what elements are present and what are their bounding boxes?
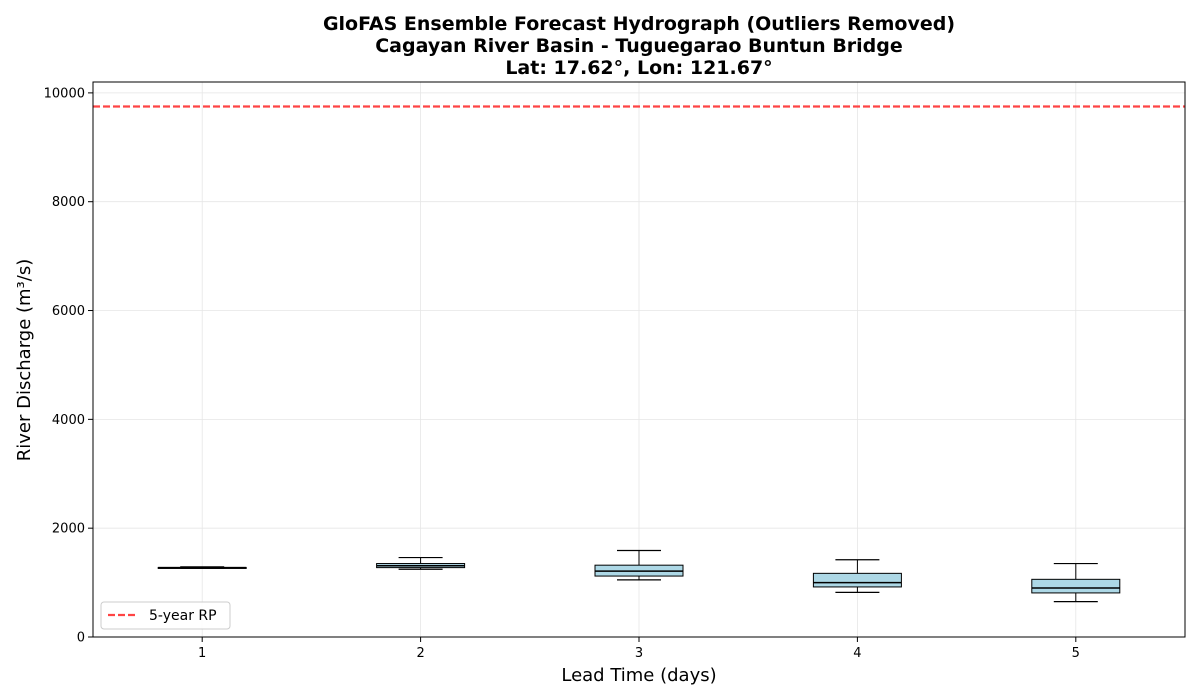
- box-day-5: [1031, 562, 1121, 603]
- box-plots: [157, 549, 1121, 603]
- x-tick-label: 4: [853, 646, 861, 661]
- box-day-3: [594, 549, 684, 581]
- y-tick-label: 2000: [52, 522, 85, 537]
- y-axis-ticks: 0 2000 4000 6000 8000 10000: [44, 86, 93, 646]
- chart-title: GloFAS Ensemble Forecast Hydrograph (Out…: [323, 13, 955, 79]
- title-line-1: GloFAS Ensemble Forecast Hydrograph (Out…: [323, 13, 955, 35]
- x-axis-ticks: 1 2 3 4 5: [198, 637, 1080, 661]
- y-tick-label: 8000: [52, 195, 85, 210]
- y-tick-label: 6000: [52, 304, 85, 319]
- title-line-2: Cagayan River Basin - Tuguegarao Buntun …: [375, 35, 903, 57]
- y-axis-label: River Discharge (m³/s): [14, 259, 35, 461]
- y-tick-label: 4000: [52, 413, 85, 428]
- legend-label-5-year-rp: 5-year RP: [149, 608, 217, 624]
- box-iqr: [812, 572, 902, 588]
- y-tick-label: 10000: [44, 86, 85, 101]
- box-day-1: [157, 566, 247, 569]
- x-tick-label: 3: [635, 646, 643, 661]
- y-tick-label: 0: [77, 631, 85, 646]
- x-tick-label: 1: [198, 646, 206, 661]
- legend: 5-year RP: [100, 601, 231, 630]
- legend-frame: [100, 601, 231, 630]
- x-tick-label: 5: [1072, 646, 1080, 661]
- box-iqr: [1031, 578, 1121, 594]
- x-tick-label: 2: [416, 646, 424, 661]
- box-day-4: [812, 559, 902, 593]
- x-axis-label: Lead Time (days): [561, 665, 716, 686]
- title-line-3: Lat: 17.62°, Lon: 121.67°: [505, 57, 772, 79]
- box-day-2: [376, 556, 466, 570]
